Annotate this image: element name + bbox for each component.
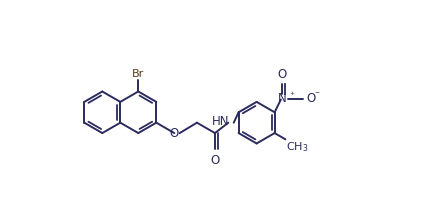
Text: Br: Br (132, 69, 144, 79)
Text: HN: HN (212, 115, 229, 128)
Text: O: O (278, 68, 287, 81)
Text: O: O (306, 92, 315, 105)
Text: CH$_3$: CH$_3$ (286, 140, 309, 154)
Text: $^+$: $^+$ (288, 90, 296, 99)
Text: O: O (170, 127, 179, 140)
Text: N: N (278, 92, 287, 105)
Text: $^-$: $^-$ (313, 89, 321, 98)
Text: O: O (210, 154, 220, 167)
